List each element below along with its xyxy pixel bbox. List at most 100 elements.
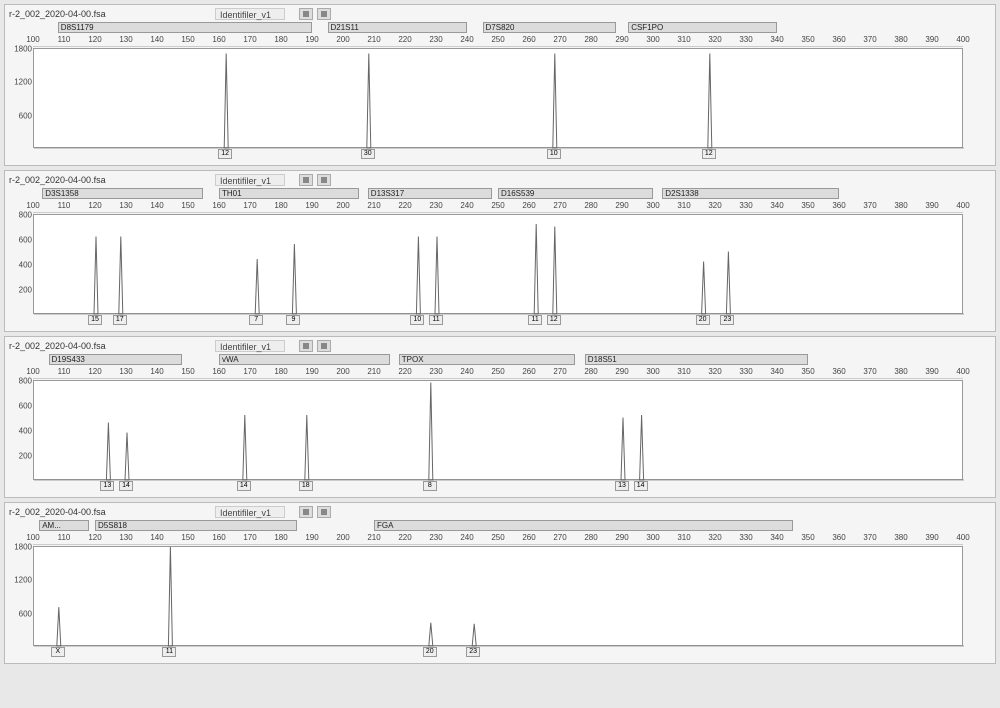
x-tick-label: 110 xyxy=(58,533,71,542)
x-tick-label: 350 xyxy=(801,201,814,210)
allele-call-box[interactable]: 12 xyxy=(547,315,561,325)
allele-call-box[interactable]: 14 xyxy=(634,481,648,491)
locus-label[interactable]: D18S51 xyxy=(585,354,808,365)
panel-header: r-2_002_2020-04-00.fsaIdentifiler_v1 xyxy=(9,339,991,353)
locus-label[interactable]: D3S1358 xyxy=(42,188,203,199)
x-tick-label: 110 xyxy=(58,35,71,44)
x-tick-label: 370 xyxy=(863,201,876,210)
locus-label[interactable]: CSF1PO xyxy=(628,22,777,33)
allele-call-box[interactable]: 7 xyxy=(249,315,263,325)
locus-label[interactable]: FGA xyxy=(374,520,793,531)
header-icons-group xyxy=(299,174,331,186)
allele-call-box[interactable]: 10 xyxy=(547,149,561,159)
x-tick-label: 390 xyxy=(925,533,938,542)
peak[interactable] xyxy=(708,54,712,148)
peak[interactable] xyxy=(702,262,706,315)
plot-area[interactable]: 200400600800 xyxy=(33,214,963,314)
allele-call-box[interactable]: 17 xyxy=(113,315,127,325)
x-tick-label: 370 xyxy=(863,35,876,44)
peak[interactable] xyxy=(726,252,730,315)
locus-label[interactable]: D19S433 xyxy=(49,354,182,365)
x-tick-label: 310 xyxy=(677,35,690,44)
allele-call-box[interactable]: 14 xyxy=(119,481,133,491)
allele-call-box[interactable]: 12 xyxy=(218,149,232,159)
allele-call-row: 15 17 7 9 10 11 11 12 20 23 xyxy=(33,315,963,327)
peak[interactable] xyxy=(168,547,172,646)
peak[interactable] xyxy=(553,227,557,315)
panel-settings-icon[interactable] xyxy=(317,506,331,518)
panel-settings-icon[interactable] xyxy=(317,8,331,20)
locus-label[interactable]: vWA xyxy=(219,354,390,365)
x-tick-label: 100 xyxy=(26,533,39,542)
plot-area[interactable]: 60012001800 xyxy=(33,546,963,646)
peak[interactable] xyxy=(125,433,129,481)
peak[interactable] xyxy=(621,418,625,481)
peak[interactable] xyxy=(367,54,371,148)
allele-call-box[interactable]: 14 xyxy=(237,481,251,491)
locus-label[interactable]: AM... xyxy=(39,520,89,531)
panel-view-icon[interactable] xyxy=(299,506,313,518)
panel-view-icon[interactable] xyxy=(299,8,313,20)
allele-call-box[interactable]: 30 xyxy=(361,149,375,159)
peak[interactable] xyxy=(472,624,476,646)
x-tick-label: 290 xyxy=(615,201,628,210)
x-tick-label: 130 xyxy=(119,533,132,542)
locus-label[interactable]: D21S11 xyxy=(328,22,468,33)
allele-call-box[interactable]: 10 xyxy=(410,315,424,325)
panel-settings-icon[interactable] xyxy=(317,340,331,352)
x-tick-label: 260 xyxy=(522,35,535,44)
sample-name-label: r-2_002_2020-04-00.fsa xyxy=(9,507,139,517)
peak[interactable] xyxy=(429,383,433,481)
allele-call-box[interactable]: 20 xyxy=(696,315,710,325)
peak[interactable] xyxy=(255,259,259,314)
allele-call-box[interactable]: 11 xyxy=(528,315,542,325)
peak[interactable] xyxy=(224,54,228,148)
x-tick-label: 240 xyxy=(460,201,473,210)
locus-label[interactable]: D5S818 xyxy=(95,520,297,531)
allele-call-box[interactable]: 11 xyxy=(162,647,176,657)
peak[interactable] xyxy=(553,54,557,148)
peak[interactable] xyxy=(243,415,247,480)
y-tick-label: 1800 xyxy=(12,45,32,54)
allele-call-box[interactable]: 11 xyxy=(429,315,443,325)
locus-label[interactable]: D16S539 xyxy=(498,188,653,199)
peaks-svg xyxy=(34,381,964,481)
allele-call-box[interactable]: 13 xyxy=(100,481,114,491)
locus-label[interactable]: D2S1338 xyxy=(662,188,839,199)
peak[interactable] xyxy=(429,623,433,646)
panel-view-icon[interactable] xyxy=(299,340,313,352)
locus-label[interactable]: D7S820 xyxy=(483,22,616,33)
peak[interactable] xyxy=(640,415,644,480)
locus-label[interactable]: D13S317 xyxy=(368,188,492,199)
peak[interactable] xyxy=(534,224,538,314)
allele-call-box[interactable]: 23 xyxy=(466,647,480,657)
allele-call-box[interactable]: 8 xyxy=(423,481,437,491)
plot-area[interactable]: 60012001800 xyxy=(33,48,963,148)
allele-call-box[interactable]: 18 xyxy=(299,481,313,491)
allele-call-box[interactable]: 12 xyxy=(702,149,716,159)
allele-call-box[interactable]: 9 xyxy=(286,315,300,325)
locus-label[interactable]: TPOX xyxy=(399,354,576,365)
panel-settings-icon[interactable] xyxy=(317,174,331,186)
peak[interactable] xyxy=(435,237,439,315)
locus-label[interactable]: D8S1179 xyxy=(58,22,312,33)
x-tick-label: 240 xyxy=(460,533,473,542)
panel-view-icon[interactable] xyxy=(299,174,313,186)
allele-call-box[interactable]: 20 xyxy=(423,647,437,657)
allele-call-box[interactable]: X xyxy=(51,647,65,657)
peak[interactable] xyxy=(119,237,123,315)
peak[interactable] xyxy=(416,237,420,315)
locus-label[interactable]: TH01 xyxy=(219,188,359,199)
peak[interactable] xyxy=(106,423,110,481)
sample-name-label: r-2_002_2020-04-00.fsa xyxy=(9,341,139,351)
peak[interactable] xyxy=(305,415,309,480)
peak[interactable] xyxy=(57,607,61,646)
allele-call-box[interactable]: 13 xyxy=(615,481,629,491)
allele-call-box[interactable]: 15 xyxy=(88,315,102,325)
x-tick-label: 310 xyxy=(677,367,690,376)
plot-area[interactable]: 200400600800 xyxy=(33,380,963,480)
allele-call-box[interactable]: 23 xyxy=(720,315,734,325)
peak[interactable] xyxy=(94,237,98,315)
locus-header-row: D3S1358 TH01 D13S317 D16S539 D2S1338 xyxy=(33,188,963,200)
peak[interactable] xyxy=(292,244,296,314)
